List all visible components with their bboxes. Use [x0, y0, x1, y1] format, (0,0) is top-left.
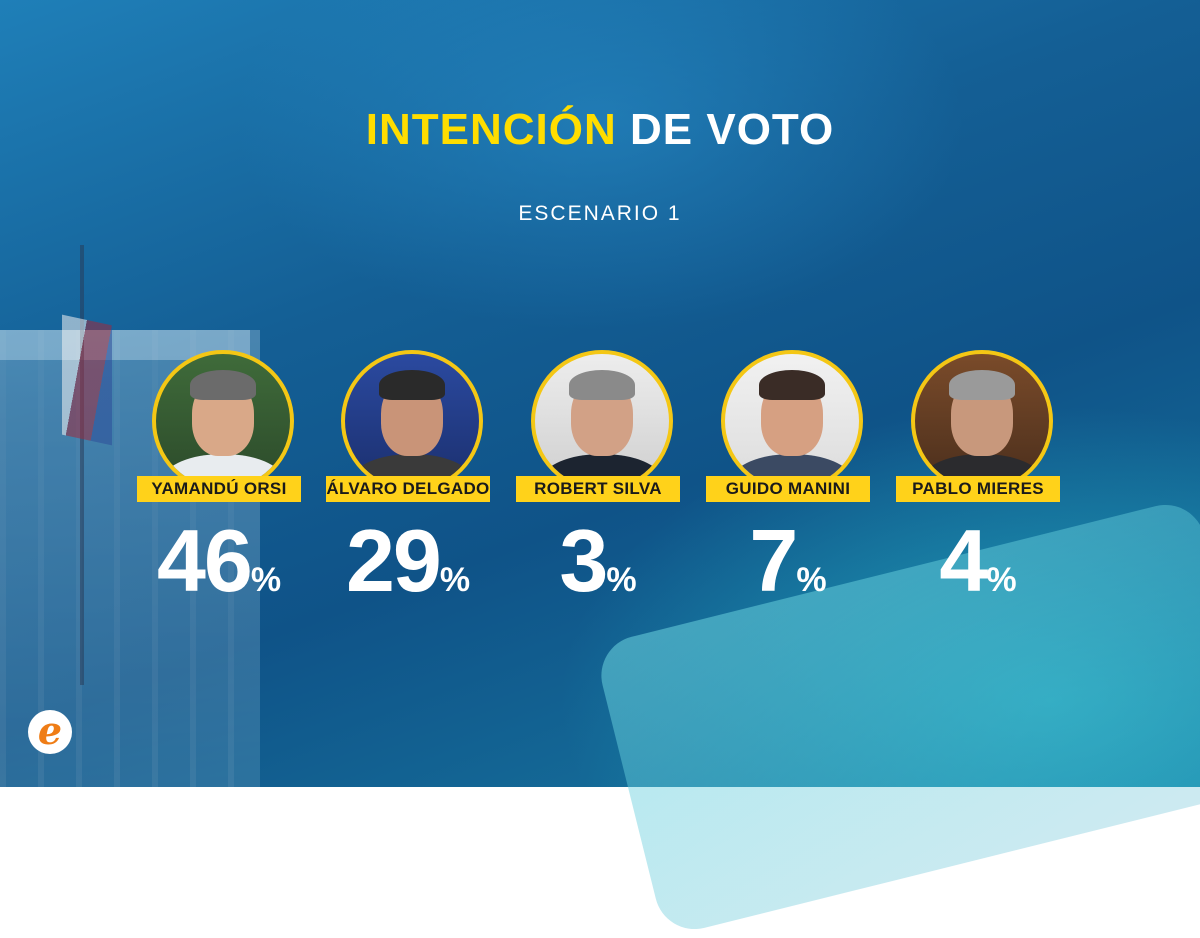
candidate-percentage: 7%: [706, 510, 870, 612]
candidate-percentage: 46%: [137, 510, 301, 612]
percent-sign: %: [606, 561, 637, 599]
flag-decoration: [62, 314, 112, 446]
candidate-photo: [152, 350, 294, 492]
candidate-name: PABLO MIERES: [896, 476, 1060, 502]
candidate-photo: [341, 350, 483, 492]
candidate-photo: [911, 350, 1053, 492]
candidate-hair: [379, 370, 445, 400]
candidate-percentage: 4%: [896, 510, 1060, 612]
percentage-value: 3: [559, 511, 608, 610]
title-rest: DE VOTO: [630, 105, 835, 154]
percent-sign: %: [250, 561, 282, 599]
brand-logo-icon: e: [28, 710, 72, 754]
candidate-name: YAMANDÚ ORSI: [137, 476, 301, 502]
page-title: INTENCIÓN DE VOTO: [0, 105, 1200, 155]
candidate-photo: [721, 350, 863, 492]
candidate-hair: [569, 370, 635, 400]
candidate-hair: [949, 370, 1015, 400]
candidate-photo: [531, 350, 673, 492]
scenario-subtitle: ESCENARIO 1: [518, 202, 682, 225]
percentage-value: 7: [749, 511, 798, 610]
percentage-value: 4: [939, 511, 988, 610]
percentage-value: 46: [156, 511, 253, 610]
candidate-percentage: 3%: [516, 510, 680, 612]
percent-sign: %: [986, 561, 1017, 599]
candidate-percentage: 29%: [326, 510, 490, 612]
title-highlight: INTENCIÓN: [365, 105, 617, 154]
candidate-name: ÁLVARO DELGADO: [326, 476, 490, 502]
percent-sign: %: [796, 561, 827, 599]
percentage-value: 29: [345, 511, 442, 610]
candidate-hair: [759, 370, 825, 400]
candidate-name: GUIDO MANINI: [706, 476, 870, 502]
percent-sign: %: [439, 561, 471, 599]
candidate-name: ROBERT SILVA: [516, 476, 680, 502]
flagpole-decoration: [80, 245, 84, 685]
candidate-hair: [190, 370, 256, 400]
